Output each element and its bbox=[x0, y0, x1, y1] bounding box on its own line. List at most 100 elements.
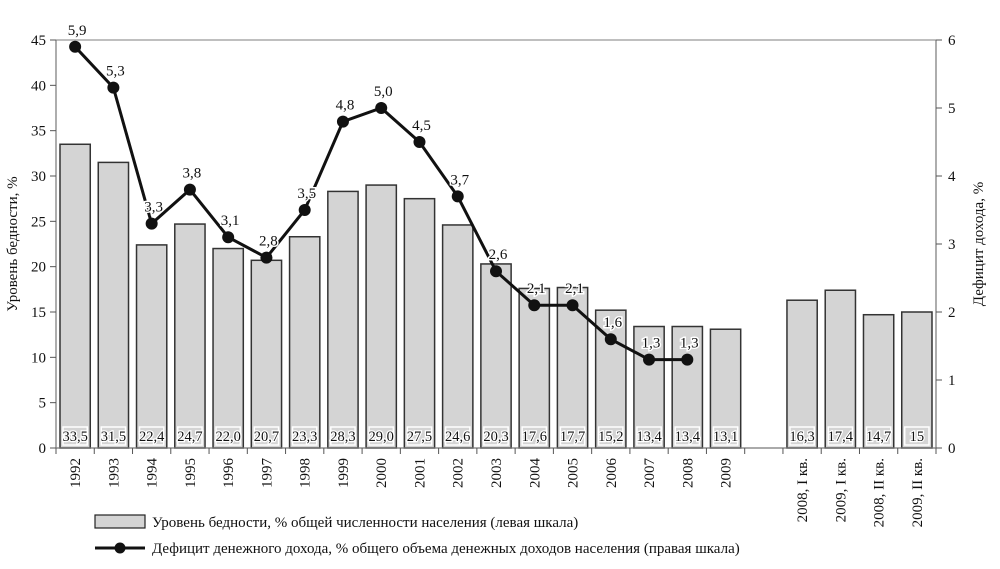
x-tick-label: 1993 bbox=[106, 458, 122, 488]
deficit-point bbox=[643, 353, 656, 366]
right-tick-label: 5 bbox=[948, 101, 956, 117]
bar-label-box bbox=[215, 426, 242, 446]
bar-value-label: 23,3 bbox=[292, 429, 317, 445]
bar-value-label: 13,4 bbox=[636, 429, 662, 445]
bar-label-box bbox=[903, 426, 930, 446]
bar-value-label: 24,6 bbox=[445, 429, 470, 445]
bar-label-box bbox=[444, 426, 471, 446]
deficit-value-label: 3,8 bbox=[183, 166, 202, 182]
bar-value-label: 17,4 bbox=[828, 429, 854, 445]
bar-label-box bbox=[62, 426, 89, 446]
deficit-value-label: 2,1 bbox=[565, 281, 584, 297]
bar bbox=[365, 184, 398, 449]
bar-label-box bbox=[789, 426, 815, 446]
bar bbox=[594, 309, 627, 449]
deficit-point bbox=[336, 115, 349, 128]
x-tick-label: 2004 bbox=[527, 458, 543, 489]
x-tick-label: 2008, I кв. bbox=[795, 458, 811, 522]
x-tick-label: 1994 bbox=[145, 458, 161, 489]
left-tick-label: 35 bbox=[31, 124, 46, 140]
deficit-point bbox=[222, 231, 235, 244]
right-tick-label: 4 bbox=[948, 169, 956, 185]
y-axis-label-right: Дефицит дохода, % bbox=[971, 182, 987, 306]
bar-value-label: 13,4 bbox=[675, 429, 701, 445]
deficit-point bbox=[413, 136, 426, 148]
x-tick-label: 1996 bbox=[221, 458, 237, 489]
bar bbox=[824, 289, 857, 449]
left-tick-label: 15 bbox=[31, 305, 46, 321]
deficit-value-label: 4,8 bbox=[336, 98, 355, 114]
x-tick-label: 2008, II кв. bbox=[872, 458, 888, 527]
deficit-point bbox=[183, 183, 196, 196]
deficit-value-label: 5,9 bbox=[68, 23, 87, 39]
deficit-value-label: 5,3 bbox=[106, 64, 125, 80]
legend-line-label: Дефицит денежного дохода, % общего объем… bbox=[152, 541, 740, 557]
left-tick-label: 25 bbox=[31, 214, 46, 230]
right-tick-label: 3 bbox=[948, 237, 956, 253]
deficit-point bbox=[490, 265, 502, 278]
bar-label-box bbox=[865, 426, 892, 446]
bar-label-box bbox=[559, 426, 586, 446]
x-tick-label: 2000 bbox=[374, 458, 390, 488]
deficit-value-label: 5,0 bbox=[374, 84, 393, 100]
bar-label-box bbox=[368, 426, 395, 446]
bar-label-box bbox=[597, 426, 624, 446]
deficit-value-label: 4,5 bbox=[412, 118, 431, 134]
x-tick-label: 1992 bbox=[68, 458, 84, 488]
bar-label-box bbox=[100, 426, 127, 446]
bar bbox=[480, 263, 512, 449]
bar-label-box bbox=[253, 426, 280, 446]
bar bbox=[97, 161, 130, 449]
bar-label-box bbox=[483, 426, 509, 446]
x-tick-label: 1995 bbox=[183, 458, 199, 488]
x-tick-label: 2009, I кв. bbox=[833, 458, 849, 522]
left-tick-label: 30 bbox=[31, 169, 46, 185]
bar-value-label: 17,7 bbox=[560, 429, 585, 445]
x-tick-label: 2003 bbox=[489, 458, 505, 488]
deficit-value-label: 3,1 bbox=[221, 213, 240, 229]
bar-label-box bbox=[291, 426, 318, 446]
legend: Уровень бедности, % общей численности на… bbox=[94, 514, 740, 557]
deficit-point bbox=[566, 299, 579, 312]
bar-value-label: 24,7 bbox=[177, 429, 202, 445]
deficit-value-label: 3,7 bbox=[450, 172, 469, 188]
bar-value-label: 15,2 bbox=[598, 429, 623, 445]
deficit-value-label: 1,6 bbox=[603, 315, 622, 331]
x-tick-label: 1997 bbox=[259, 458, 275, 489]
bar-value-label: 13,1 bbox=[713, 429, 738, 445]
deficit-point bbox=[375, 102, 388, 114]
deficit-point bbox=[604, 333, 617, 346]
right-tick-label: 2 bbox=[948, 305, 956, 321]
bar-label-box bbox=[177, 426, 203, 446]
deficit-point bbox=[681, 353, 694, 366]
bar bbox=[288, 235, 321, 449]
x-tick-label: 2009 bbox=[719, 458, 735, 488]
right-tick-label: 0 bbox=[948, 441, 956, 457]
left-tick-label: 10 bbox=[31, 350, 46, 366]
bar-value-label: 27,5 bbox=[407, 429, 432, 445]
deficit-point bbox=[451, 190, 464, 203]
bar-value-label: 16,3 bbox=[789, 429, 814, 445]
legend-bar-swatch bbox=[94, 514, 146, 529]
bar-value-label: 31,5 bbox=[101, 429, 126, 445]
right-tick-label: 6 bbox=[948, 33, 956, 49]
bar bbox=[518, 287, 551, 449]
bar-label-box bbox=[138, 426, 165, 446]
bar-value-label: 29,0 bbox=[369, 429, 394, 445]
left-tick-label: 20 bbox=[31, 260, 46, 276]
bar-label-box bbox=[521, 426, 548, 446]
deficit-point bbox=[145, 217, 158, 230]
x-tick-label: 2009, II кв. bbox=[910, 458, 926, 527]
deficit-value-label: 1,3 bbox=[642, 336, 661, 352]
bar-value-label: 20,3 bbox=[483, 429, 508, 445]
bar bbox=[403, 197, 436, 449]
x-tick-label: 1998 bbox=[298, 458, 314, 488]
x-tick-label: 2005 bbox=[566, 458, 582, 488]
bar-value-label: 14,7 bbox=[866, 429, 891, 445]
bar-label-box bbox=[712, 426, 739, 446]
y-axis-label-left: Уровень бедности, % bbox=[5, 176, 21, 311]
bar-value-label: 22,4 bbox=[139, 429, 165, 445]
bar bbox=[212, 247, 245, 449]
x-tick-label: 2006 bbox=[604, 458, 620, 489]
